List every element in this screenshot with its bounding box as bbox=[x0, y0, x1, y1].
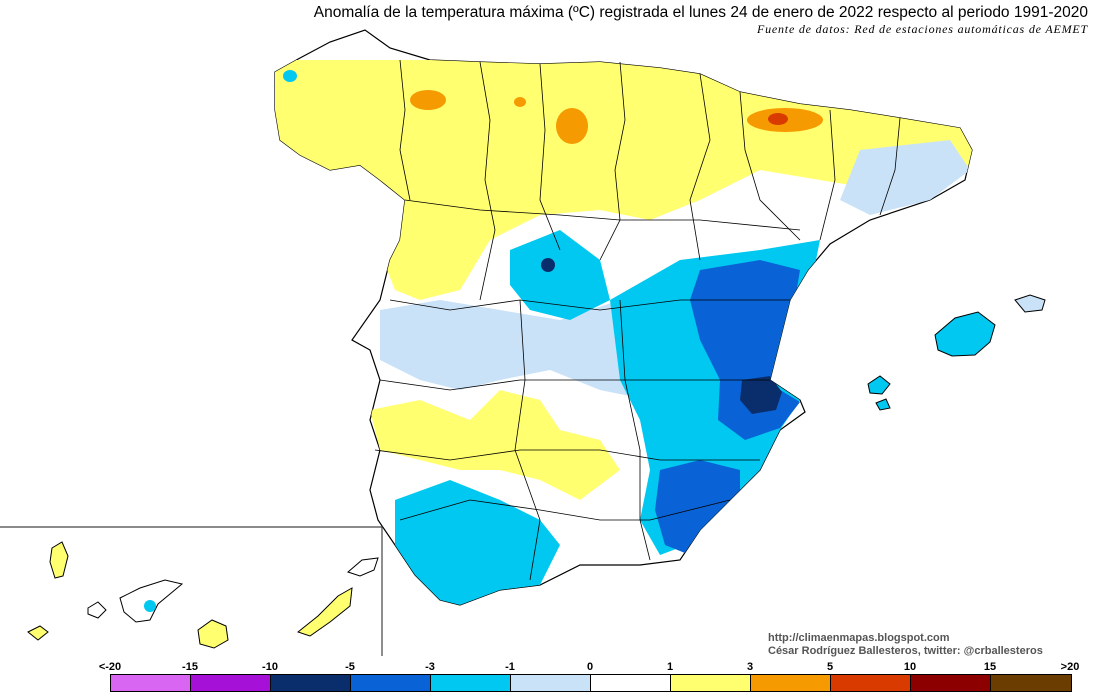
legend-swatch bbox=[911, 675, 991, 691]
mallorca bbox=[934, 311, 996, 357]
la-gomera bbox=[87, 601, 107, 619]
legend-swatch bbox=[511, 675, 591, 691]
balearic-islands bbox=[867, 294, 1046, 411]
legend-swatch bbox=[431, 675, 511, 691]
legend-swatch bbox=[351, 675, 431, 691]
warm-spot-burgos bbox=[556, 108, 588, 144]
formentera bbox=[875, 398, 891, 411]
ibiza bbox=[867, 375, 891, 395]
cool-mild-zone-northeast bbox=[840, 140, 970, 215]
legend-tick-label: -3 bbox=[425, 661, 435, 673]
legend-swatch bbox=[271, 675, 351, 691]
legend-tick-label: <-20 bbox=[98, 661, 122, 673]
warm-spot-navarra-core bbox=[768, 113, 788, 125]
la-palma bbox=[49, 541, 69, 579]
cold-zone-southeast bbox=[655, 460, 740, 555]
legend-tick-label: -15 bbox=[182, 661, 198, 673]
menorca bbox=[1014, 294, 1046, 313]
cool-zone-south bbox=[395, 480, 560, 605]
gran-canaria bbox=[197, 619, 229, 649]
legend-tick-label: 1 bbox=[666, 661, 674, 673]
legend-swatch bbox=[751, 675, 831, 691]
tenerife-cool-spot bbox=[144, 600, 156, 612]
el-hierro bbox=[27, 625, 49, 641]
legend-tick-label: -10 bbox=[262, 661, 278, 673]
legend-tick-label: >20 bbox=[1060, 661, 1080, 673]
canary-inset bbox=[0, 526, 383, 656]
legend-tick-label: 5 bbox=[826, 661, 834, 673]
legend-tick-label: 10 bbox=[903, 661, 917, 673]
map-title: Anomalía de la temperatura máxima (ºC) r… bbox=[313, 4, 1088, 21]
legend-swatch bbox=[591, 675, 671, 691]
legend-swatch bbox=[991, 675, 1071, 691]
legend-tick-label: 0 bbox=[586, 661, 594, 673]
credit-blog: http://climaenmapas.blogspot.com bbox=[768, 632, 950, 644]
province-borders bbox=[374, 59, 901, 581]
inset-frame bbox=[0, 526, 383, 656]
legend-swatch bbox=[111, 675, 191, 691]
cool-spot-galicia bbox=[283, 70, 297, 82]
fuerteventura bbox=[296, 587, 353, 637]
cool-spot-madrid bbox=[541, 258, 555, 272]
legend-swatch bbox=[671, 675, 751, 691]
warm-spot-leon bbox=[514, 97, 526, 107]
warm-spot-cantabria bbox=[410, 90, 446, 110]
legend-swatch bbox=[831, 675, 911, 691]
mainland-spain bbox=[274, 29, 973, 606]
credit-author: César Rodríguez Ballesteros, twitter: @c… bbox=[768, 645, 1043, 657]
cool-zone-center bbox=[510, 230, 610, 320]
warm-zone-center bbox=[370, 390, 620, 500]
legend-tick-label: 3 bbox=[746, 661, 754, 673]
legend-tick-label: -1 bbox=[505, 661, 515, 673]
color-legend bbox=[110, 674, 1072, 692]
lanzarote bbox=[347, 557, 379, 577]
legend-tick-label: -5 bbox=[345, 661, 355, 673]
legend-swatch bbox=[191, 675, 271, 691]
legend-tick-label: 15 bbox=[983, 661, 997, 673]
very-cold-zone bbox=[740, 376, 782, 414]
data-source: Fuente de datos: Red de estaciones autom… bbox=[756, 22, 1088, 36]
